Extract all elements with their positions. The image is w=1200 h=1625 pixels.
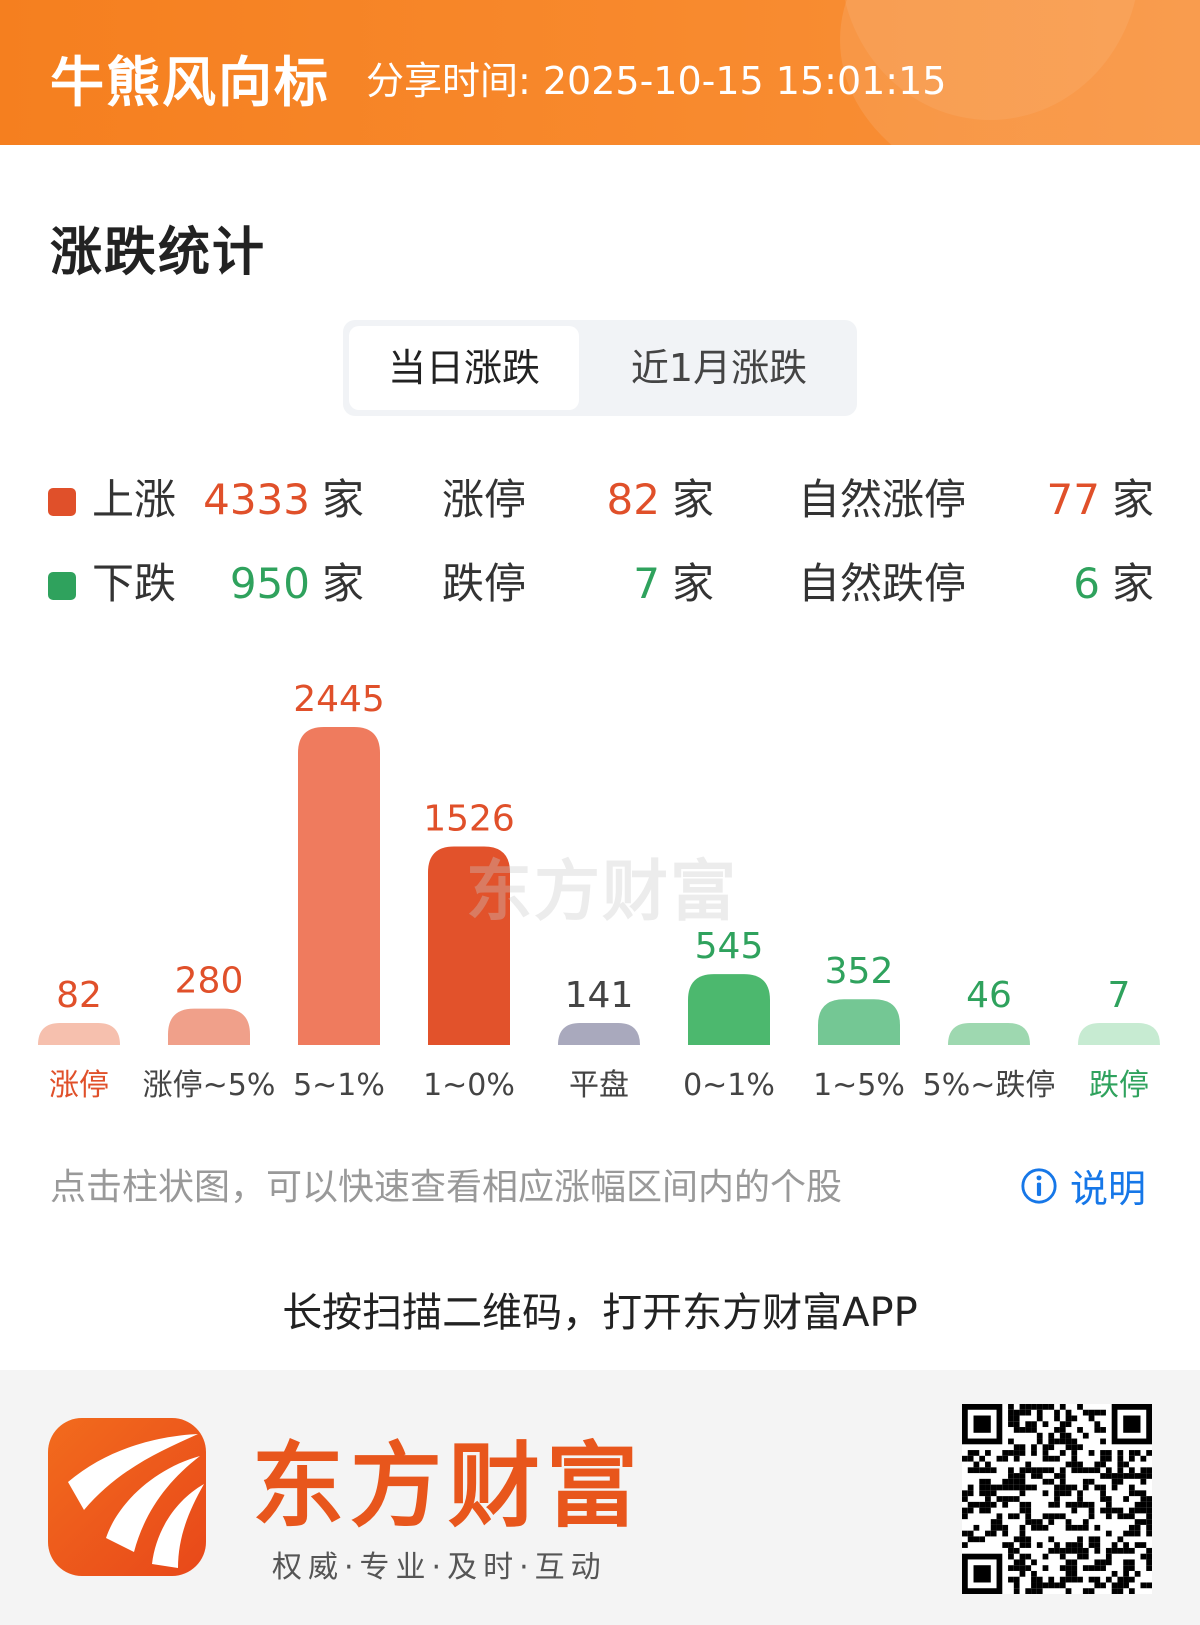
stats-summary: 上涨 4333 家 涨停 82 家 自然涨停 77 家 下跌 950 家 跌停 … (0, 470, 1200, 650)
up-label: 上涨 (92, 475, 177, 524)
category-label: 5%~跌停 (923, 1068, 1056, 1103)
info-icon (1021, 1167, 1057, 1204)
natural-limit-down-count: 6 (1073, 559, 1100, 608)
down-count: 950 (229, 559, 310, 608)
limit-up-count: 82 (606, 475, 660, 524)
down-unit: 家 (322, 559, 365, 608)
bar-2[interactable] (298, 727, 380, 1045)
natural-limit-down-label: 自然跌停 (798, 559, 967, 608)
stats-row-down: 下跌 950 家 跌停 7 家 自然跌停 6 家 (0, 554, 1200, 614)
limit-down-count: 7 (633, 559, 660, 608)
distribution-bar-chart[interactable]: 82 涨停 280 涨停~5% 2445 5~1% 1526 1~0% 141 平盘 545 0~1%… (0, 650, 1200, 1110)
bar-value-label: 141 (565, 975, 634, 1016)
bar-value-label: 2445 (293, 679, 385, 720)
stats-row-up: 上涨 4333 家 涨停 82 家 自然涨停 77 家 (0, 470, 1200, 530)
category-label: 平盘 (569, 1068, 629, 1103)
natural-limit-up-unit: 家 (1112, 475, 1155, 524)
logo-swoosh-icon (68, 1434, 204, 1568)
app-title: 牛熊风向标 (50, 51, 330, 114)
category-label: 涨停~5% (143, 1068, 276, 1103)
limit-down-unit: 家 (672, 559, 715, 608)
header-decoration (840, 0, 1200, 145)
tab-today[interactable]: 当日涨跌 (349, 326, 579, 410)
bar-value-label: 545 (695, 926, 764, 967)
chart-hint: 点击柱状图，可以快速查看相应涨幅区间内的个股 (50, 1167, 843, 1208)
category-label: 1~0% (423, 1068, 515, 1103)
limit-up-unit: 家 (672, 475, 715, 524)
category-label: 跌停 (1089, 1068, 1149, 1103)
tab-group: 当日涨跌 近1月涨跌 (343, 320, 857, 416)
up-unit: 家 (322, 475, 365, 524)
brand-name: 东方财富 (252, 1433, 645, 1540)
bar-value-label: 352 (825, 951, 894, 992)
brand-slogan: 权威·专业·及时·互动 (272, 1550, 607, 1585)
explain-label: 说明 (1070, 1167, 1147, 1211)
bar-8[interactable] (1078, 1023, 1160, 1045)
natural-limit-down-unit: 家 (1112, 559, 1155, 608)
bar-value-label: 82 (56, 975, 102, 1016)
scan-tip: 长按扫描二维码，打开东方财富APP (282, 1290, 918, 1336)
category-label: 5~1% (293, 1068, 385, 1103)
category-label: 涨停 (49, 1068, 109, 1103)
limit-down-label: 跌停 (442, 559, 527, 608)
bar-5[interactable] (688, 974, 770, 1045)
explain-link[interactable]: 说明 (1020, 1158, 1146, 1213)
category-label: 1~5% (813, 1068, 905, 1103)
bar-7[interactable] (948, 1023, 1030, 1045)
up-legend-square (48, 488, 76, 516)
natural-limit-up-label: 自然涨停 (798, 475, 967, 524)
bar-value-label: 1526 (423, 799, 515, 840)
footer: 东方财富 权威·专业·及时·互动 (0, 1370, 1200, 1625)
tab-one-month[interactable]: 近1月涨跌 (630, 346, 808, 390)
limit-up-label: 涨停 (442, 475, 527, 524)
up-count: 4333 (203, 475, 310, 524)
category-label: 0~1% (683, 1068, 775, 1103)
qr-code (962, 1404, 1152, 1594)
bar-0[interactable] (38, 1023, 120, 1045)
app-logo (48, 1418, 206, 1576)
bar-value-label: 280 (175, 961, 244, 1002)
share-time: 分享时间: 2025-10-15 15:01:15 (366, 59, 947, 103)
down-legend-square (48, 572, 76, 600)
bar-4[interactable] (558, 1023, 640, 1045)
bar-3[interactable] (428, 846, 510, 1045)
natural-limit-up-count: 77 (1046, 475, 1100, 524)
bar-value-label: 46 (966, 975, 1012, 1016)
down-label: 下跌 (92, 559, 177, 608)
bar-1[interactable] (168, 1008, 250, 1045)
section-title: 涨跌统计 (50, 223, 267, 283)
bar-6[interactable] (818, 999, 900, 1045)
header-bar: 牛熊风向标 分享时间: 2025-10-15 15:01:15 (0, 0, 1200, 145)
bar-value-label: 7 (1108, 975, 1131, 1016)
